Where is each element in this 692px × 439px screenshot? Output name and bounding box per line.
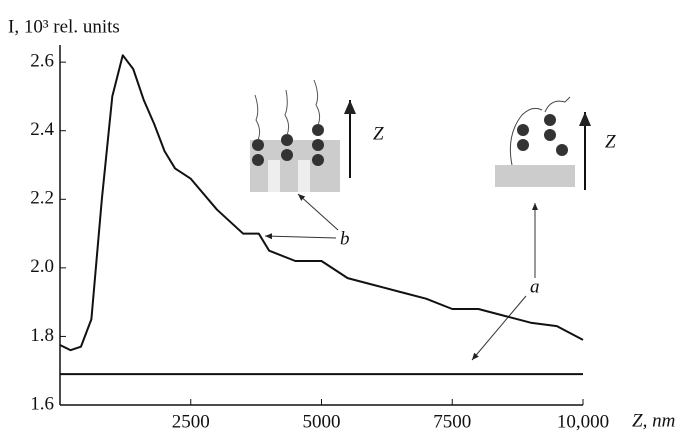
x-axis-title: Z, nm: [632, 410, 675, 431]
inset-a: [495, 96, 575, 187]
y-tick-label: 2.0: [30, 256, 54, 277]
x-tick-label: 10,000: [557, 411, 609, 432]
annotation: b: [340, 228, 350, 249]
y-tick-label: 2.2: [30, 188, 54, 209]
x-tick-label: 2500: [172, 411, 210, 432]
y-tick-label: 2.4: [30, 119, 54, 140]
y-tick-label: 1.6: [30, 393, 54, 414]
annotation: a: [530, 276, 540, 297]
annotation: Z: [605, 131, 616, 152]
y-axis-title: I, 10³ rel. units: [8, 16, 120, 37]
x-tick-label: 5000: [303, 411, 341, 432]
pointer-arrows: [264, 193, 538, 361]
y-tick-label: 2.6: [30, 51, 54, 72]
annotation: Z: [373, 123, 384, 144]
inset-b: [250, 79, 340, 192]
x-tick-label: 7500: [433, 411, 471, 432]
data-line: [59, 54, 584, 352]
y-tick-label: 1.8: [30, 325, 54, 346]
